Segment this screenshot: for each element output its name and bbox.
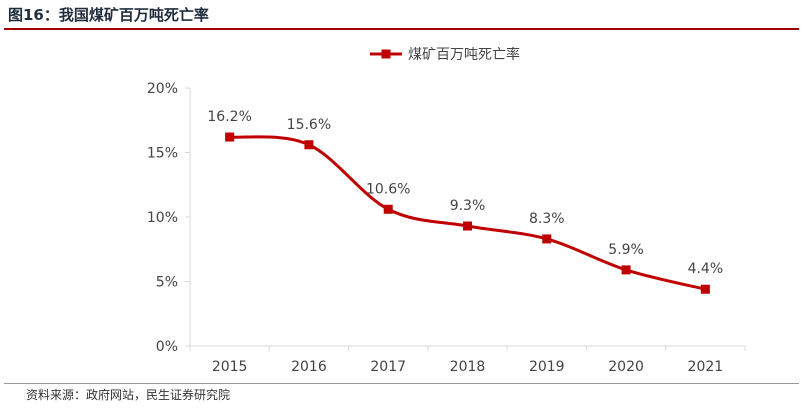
data-point-marker <box>463 221 472 231</box>
data-point-marker <box>383 204 393 214</box>
source-divider <box>4 383 799 384</box>
data-label: 5.9% <box>608 242 644 258</box>
figure-title: 图16：我国煤矿百万吨死亡率 <box>8 6 209 24</box>
data-point-marker <box>700 284 710 294</box>
x-tick-label: 2017 <box>370 359 406 375</box>
x-tick-label: 2016 <box>291 359 327 375</box>
legend: 煤矿百万吨死亡率 <box>370 46 520 63</box>
y-tick-label: 5% <box>156 275 178 291</box>
legend-label: 煤矿百万吨死亡率 <box>408 46 520 63</box>
line-chart: 煤矿百万吨死亡率 0% 5% 10% 15% 20% 2015 2016 2017 2018 20… <box>147 46 746 375</box>
data-point-marker <box>225 132 235 142</box>
x-tick-label: 2018 <box>450 359 486 375</box>
data-point-marker <box>304 140 314 150</box>
data-label: 9.3% <box>450 198 486 214</box>
legend-marker-swatch <box>381 49 391 59</box>
y-tick-label: 10% <box>147 210 178 226</box>
data-label: 4.4% <box>688 261 724 277</box>
x-tick-label: 2015 <box>212 359 248 375</box>
data-label: 16.2% <box>207 109 251 125</box>
data-point-marker <box>542 234 552 244</box>
y-tick-label: 0% <box>156 339 178 355</box>
x-tick-label: 2021 <box>688 359 724 375</box>
axes: 0% 5% 10% 15% 20% 2015 2016 2017 2018 2019 2020 202… <box>147 81 746 375</box>
series-group: 16.2% 15.6% 10.6% 9.3% 8.3% 5.9% 4.4% <box>207 109 723 294</box>
data-point-marker <box>621 265 631 275</box>
title-divider <box>4 28 799 30</box>
y-tick-label: 15% <box>147 146 178 162</box>
x-tick-label: 2020 <box>608 359 644 375</box>
data-label: 15.6% <box>287 117 331 133</box>
data-label: 10.6% <box>366 181 410 197</box>
source-note: 资料来源：政府网站，民生证券研究院 <box>26 388 231 402</box>
x-tick-label: 2019 <box>529 359 565 375</box>
y-tick-label: 20% <box>147 81 178 97</box>
data-label: 8.3% <box>529 211 565 227</box>
